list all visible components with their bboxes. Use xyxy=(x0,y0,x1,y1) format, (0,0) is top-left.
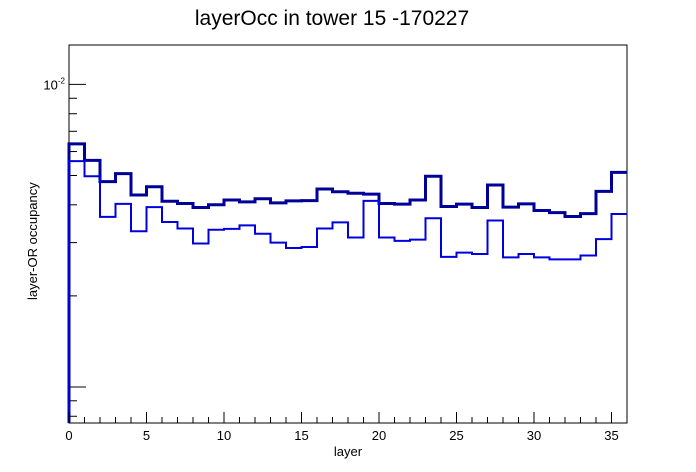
x-tick-label: 15 xyxy=(294,428,308,443)
y-axis: 10-2 xyxy=(43,76,86,417)
x-tick-label: 30 xyxy=(527,428,541,443)
series-line-1 xyxy=(67,142,627,423)
x-tick-label: 5 xyxy=(143,428,150,443)
y-axis-label: layer-OR occupancy xyxy=(25,182,40,300)
y-tick-label: 10-2 xyxy=(43,76,65,92)
x-tick-label: 10 xyxy=(217,428,231,443)
series-group xyxy=(67,142,627,423)
x-tick-label: 20 xyxy=(372,428,386,443)
chart-title: layerOcc in tower 15 -170227 xyxy=(195,7,469,30)
series-line-2 xyxy=(68,160,627,423)
x-tick-label: 35 xyxy=(604,428,618,443)
x-tick-label: 25 xyxy=(449,428,463,443)
x-axis: 0 5 10 15 20 25 30 35 xyxy=(65,412,628,443)
x-tick-label: 0 xyxy=(65,428,72,443)
x-axis-label: layer xyxy=(334,444,363,459)
